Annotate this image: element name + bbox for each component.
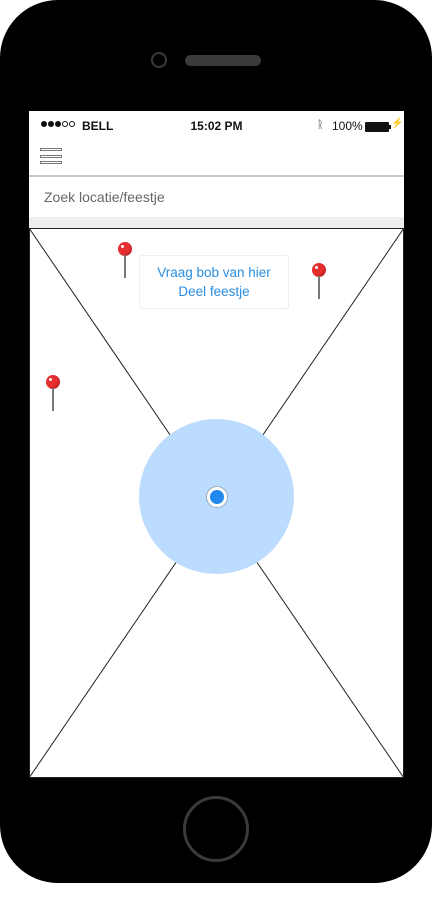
search-bar	[29, 177, 404, 217]
navigation-bar	[29, 140, 404, 177]
earpiece-speaker	[185, 55, 261, 66]
bolt-icon: ⚡	[391, 118, 404, 129]
signal-strength-icon	[41, 121, 75, 127]
bluetooth-icon: ᚱ	[317, 119, 324, 131]
map-pin-icon[interactable]	[118, 242, 132, 282]
battery-percent: 100%	[332, 119, 363, 133]
home-button[interactable]	[183, 796, 249, 862]
status-bar: BELL 15:02 PM ᚱ 100% ⚡	[29, 111, 404, 140]
share-party-link[interactable]: Deel feestje	[178, 284, 250, 299]
battery-icon	[365, 122, 391, 132]
divider	[29, 217, 404, 228]
hamburger-menu-icon[interactable]	[40, 148, 62, 164]
search-input[interactable]	[29, 177, 404, 217]
clock: 15:02 PM	[190, 119, 243, 133]
ask-bob-link[interactable]: Vraag bob van hier	[157, 265, 271, 280]
current-location-icon[interactable]	[207, 487, 227, 507]
map-pin-icon[interactable]	[312, 263, 326, 303]
carrier-name: BELL	[82, 119, 114, 133]
map-pin-icon[interactable]	[46, 375, 60, 415]
map-view[interactable]: Vraag bob van hier Deel feestje	[29, 228, 404, 778]
front-camera	[151, 52, 167, 68]
screen: BELL 15:02 PM ᚱ 100% ⚡	[29, 111, 404, 778]
map-popup: Vraag bob van hier Deel feestje	[139, 255, 289, 309]
